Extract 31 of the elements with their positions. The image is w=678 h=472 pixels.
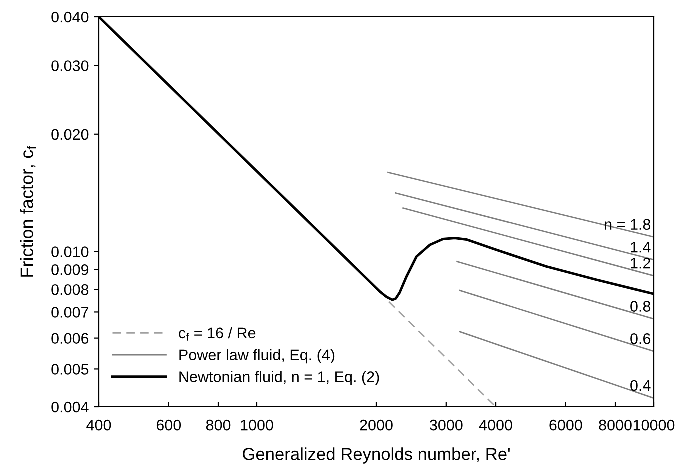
- x-tick-label: 6000: [550, 420, 582, 431]
- x-tick-label: 8000: [599, 420, 632, 431]
- y-tick-label: 0.004: [52, 402, 89, 413]
- x-tick-label: 600: [156, 420, 182, 431]
- annotation: n = 1.8: [605, 219, 651, 230]
- y-tick-label: 0.009: [52, 264, 89, 276]
- y-tick-label: 0.030: [52, 60, 89, 72]
- y-tick-label: 0.020: [52, 129, 89, 140]
- x-tick-label: 4000: [479, 420, 512, 431]
- y-tick-label: 0.040: [52, 12, 89, 23]
- x-axis-title: Generalized Reynolds number, Re': [243, 448, 510, 464]
- legend-label: Power law fluid, Eq. (4): [180, 349, 335, 364]
- annotation: 0.4: [630, 380, 651, 392]
- legend-label: c$_{f}$ = 16 / Re: [179, 327, 256, 341]
- legend-label: Newtonian fluid, n = 1, Eq. (2): [180, 371, 380, 386]
- y-tick-label: 0.005: [52, 364, 89, 375]
- x-tick-label: 800: [206, 420, 231, 431]
- y-axis-title: Friction factor, c$_{f}$: [20, 146, 36, 277]
- annotation: 0.6: [630, 334, 651, 344]
- y-tick-label: 0.007: [52, 307, 89, 318]
- x-tick-label: 1000: [241, 420, 274, 431]
- annotation: 0.8: [630, 301, 651, 312]
- y-tick-label: 0.006: [52, 333, 89, 344]
- annotation: 1.4: [631, 242, 651, 253]
- x-tick-label: 10000: [634, 420, 675, 431]
- x-tick-label: 400: [86, 420, 112, 431]
- y-tick-label: 0.008: [52, 284, 89, 296]
- annotation: 1.2: [631, 258, 650, 269]
- y-tick-label: 0.010: [52, 246, 89, 258]
- x-tick-label: 2000: [360, 420, 393, 431]
- x-tick-label: 3000: [430, 420, 463, 431]
